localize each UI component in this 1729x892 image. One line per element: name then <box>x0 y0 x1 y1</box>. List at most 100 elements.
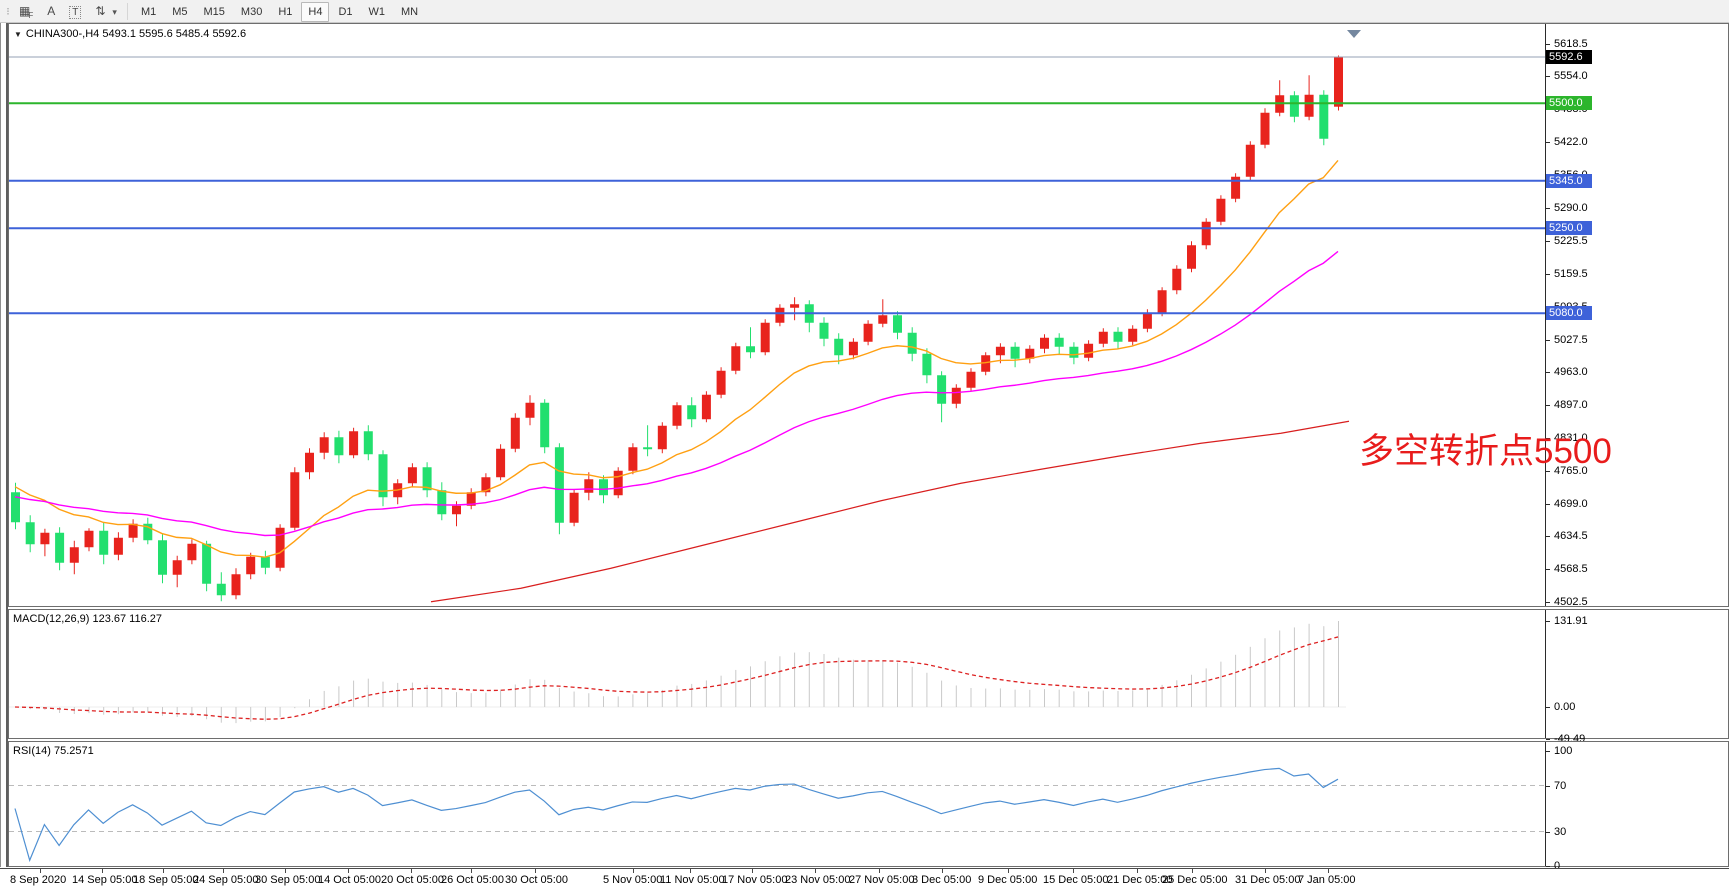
time-axis-label: 14 Sep 05:00 <box>72 874 138 886</box>
time-axis-tick <box>1192 869 1193 873</box>
top-toolbar: ⁝ ▦F A T ⇅ ▾ M1 M5 M15 M30 H1 H4 D1 W1 MN <box>0 0 1729 23</box>
window-left-border <box>0 23 8 867</box>
rsi-panel: RSI(14) 75.2571 100 70 30 0 <box>8 741 1729 872</box>
text-a-icon[interactable]: A <box>47 4 56 18</box>
axis-tick-label: 5027.5 <box>1554 333 1588 346</box>
toolbar-separator <box>126 2 128 20</box>
axis-tick <box>1546 371 1550 373</box>
axis-tick-label: 0.00 <box>1554 701 1576 713</box>
timeframe-button-h4[interactable]: H4 <box>301 2 330 22</box>
axis-tick <box>1546 76 1550 78</box>
axis-tick <box>1546 866 1550 867</box>
axis-tick <box>1546 621 1550 622</box>
axis-tick <box>1546 470 1550 472</box>
time-axis-tick <box>223 869 224 873</box>
time-axis-label: 30 Sep 05:00 <box>255 874 321 886</box>
rsi-axis: 100 70 30 0 <box>1545 742 1728 872</box>
timeframe-button-w1[interactable]: W1 <box>368 6 386 18</box>
axis-tick-label: 100 <box>1554 745 1573 757</box>
time-axis-tick <box>1073 869 1074 873</box>
time-axis-tick <box>879 869 880 873</box>
time-axis-tick <box>1328 869 1329 873</box>
text-label-icon[interactable]: T <box>62 3 88 19</box>
time-axis-tick <box>471 869 472 873</box>
symbol-ohlc-readout: ▼ CHINA300-,H4 5493.1 5595.6 5485.4 5592.… <box>14 28 247 40</box>
axis-tick <box>1546 142 1550 144</box>
toolbar-grip-icon[interactable]: ⁝ <box>6 5 10 18</box>
time-axis-label: 18 Sep 05:00 <box>133 874 199 886</box>
macd-label: MACD(12,26,9) 123.67 116.27 <box>13 613 162 625</box>
time-axis-label: 30 Oct 05:00 <box>505 874 568 886</box>
chart-workspace: ▼ CHINA300-,H4 5493.1 5595.6 5485.4 5592.… <box>0 23 1729 872</box>
timeframe-button-m15[interactable]: M15 <box>203 6 225 18</box>
timeframe-button-h1[interactable]: H1 <box>278 6 293 18</box>
timeframe-button-m5[interactable]: M5 <box>172 6 188 18</box>
axis-tick <box>1546 208 1550 210</box>
time-axis-label: 31 Dec 05:00 <box>1235 874 1301 886</box>
grid-f-icon[interactable]: ▦F <box>19 4 34 20</box>
time-axis-tick <box>40 869 41 873</box>
axis-tick-label: 5618.5 <box>1554 38 1588 50</box>
price-level-badge: 5080.0 <box>1546 306 1592 321</box>
axis-tick-label: 5290.0 <box>1554 202 1588 215</box>
axis-tick-label: 4502.5 <box>1554 596 1588 608</box>
draw-arrows-icon[interactable]: ⇅ <box>95 4 106 18</box>
time-axis-tick <box>1265 869 1266 873</box>
rsi-canvas[interactable] <box>9 742 1552 866</box>
axis-tick <box>1546 437 1550 439</box>
timeframe-button-d1[interactable]: D1 <box>338 6 353 18</box>
time-axis-tick <box>633 869 634 873</box>
axis-tick-label: 70 <box>1554 779 1567 792</box>
time-axis-tick <box>942 869 943 873</box>
axis-tick-label: 4634.5 <box>1554 530 1588 542</box>
price-level-badge: 5592.6 <box>1546 49 1592 64</box>
time-axis-label: 25 Dec 05:00 <box>1162 874 1228 886</box>
time-axis-label: 14 Oct 05:00 <box>318 874 381 886</box>
main-chart-canvas[interactable] <box>9 24 1552 606</box>
price-axis: 5618.55554.05488.05422.05356.05290.05225… <box>1545 24 1728 608</box>
time-axis-label: 15 Dec 05:00 <box>1043 874 1109 886</box>
axis-tick <box>1546 707 1550 708</box>
axis-tick <box>1546 339 1550 341</box>
axis-tick-label: 4699.0 <box>1554 497 1588 510</box>
time-axis-label: 7 Jan 05:00 <box>1298 874 1356 886</box>
time-axis-tick <box>690 869 691 873</box>
toolbar-icon-group: ▦F A T ⇅ ▾ <box>12 2 122 20</box>
macd-axis: 131.91 0.00 -49.49 <box>1545 610 1728 745</box>
axis-tick-label: 4765.0 <box>1554 464 1588 477</box>
axis-tick-label: 4897.0 <box>1554 398 1588 411</box>
rsi-label: RSI(14) 75.2571 <box>13 745 94 757</box>
macd-canvas[interactable] <box>9 610 1552 738</box>
chevron-down-icon[interactable]: ▼ <box>14 30 22 39</box>
time-axis-tick <box>815 869 816 873</box>
axis-tick-label: 4568.5 <box>1554 563 1588 575</box>
timeframe-button-m1[interactable]: M1 <box>140 6 157 18</box>
axis-tick <box>1546 536 1550 537</box>
time-axis-tick <box>1137 869 1138 873</box>
axis-tick-label: 0 <box>1554 860 1561 872</box>
time-axis-label: 3 Dec 05:00 <box>912 874 972 886</box>
axis-tick <box>1546 785 1550 787</box>
time-axis-label: 11 Nov 05:00 <box>660 874 725 886</box>
price-level-badge: 5345.0 <box>1546 173 1592 188</box>
time-axis-label: 21 Dec 05:00 <box>1107 874 1173 886</box>
time-axis-tick <box>163 869 164 873</box>
time-axis-label: 17 Nov 05:00 <box>722 874 788 886</box>
axis-tick <box>1546 739 1550 741</box>
dropdown-caret-icon[interactable]: ▾ <box>112 7 117 17</box>
price-level-badge: 5500.0 <box>1546 96 1592 111</box>
axis-tick <box>1546 831 1550 833</box>
axis-tick <box>1546 44 1550 45</box>
axis-tick-label: 5422.0 <box>1554 136 1588 149</box>
time-axis-label: 9 Dec 05:00 <box>978 874 1038 886</box>
timeframe-button-m30[interactable]: M30 <box>240 6 263 18</box>
time-axis-tick <box>535 869 536 873</box>
axis-tick <box>1546 569 1550 570</box>
axis-tick <box>1546 404 1550 406</box>
turning-point-annotation[interactable]: 多空转折点5500 <box>1359 432 1612 471</box>
axis-tick-label: 131.91 <box>1554 615 1588 627</box>
time-axis[interactable]: 8 Sep 2020 14 Sep 05:00 18 Sep 05:00 24 Sep… <box>0 868 1729 892</box>
timeframe-button-mn[interactable]: MN <box>401 6 419 18</box>
axis-tick <box>1546 240 1550 242</box>
time-axis-label: 27 Nov 05:00 <box>849 874 915 886</box>
